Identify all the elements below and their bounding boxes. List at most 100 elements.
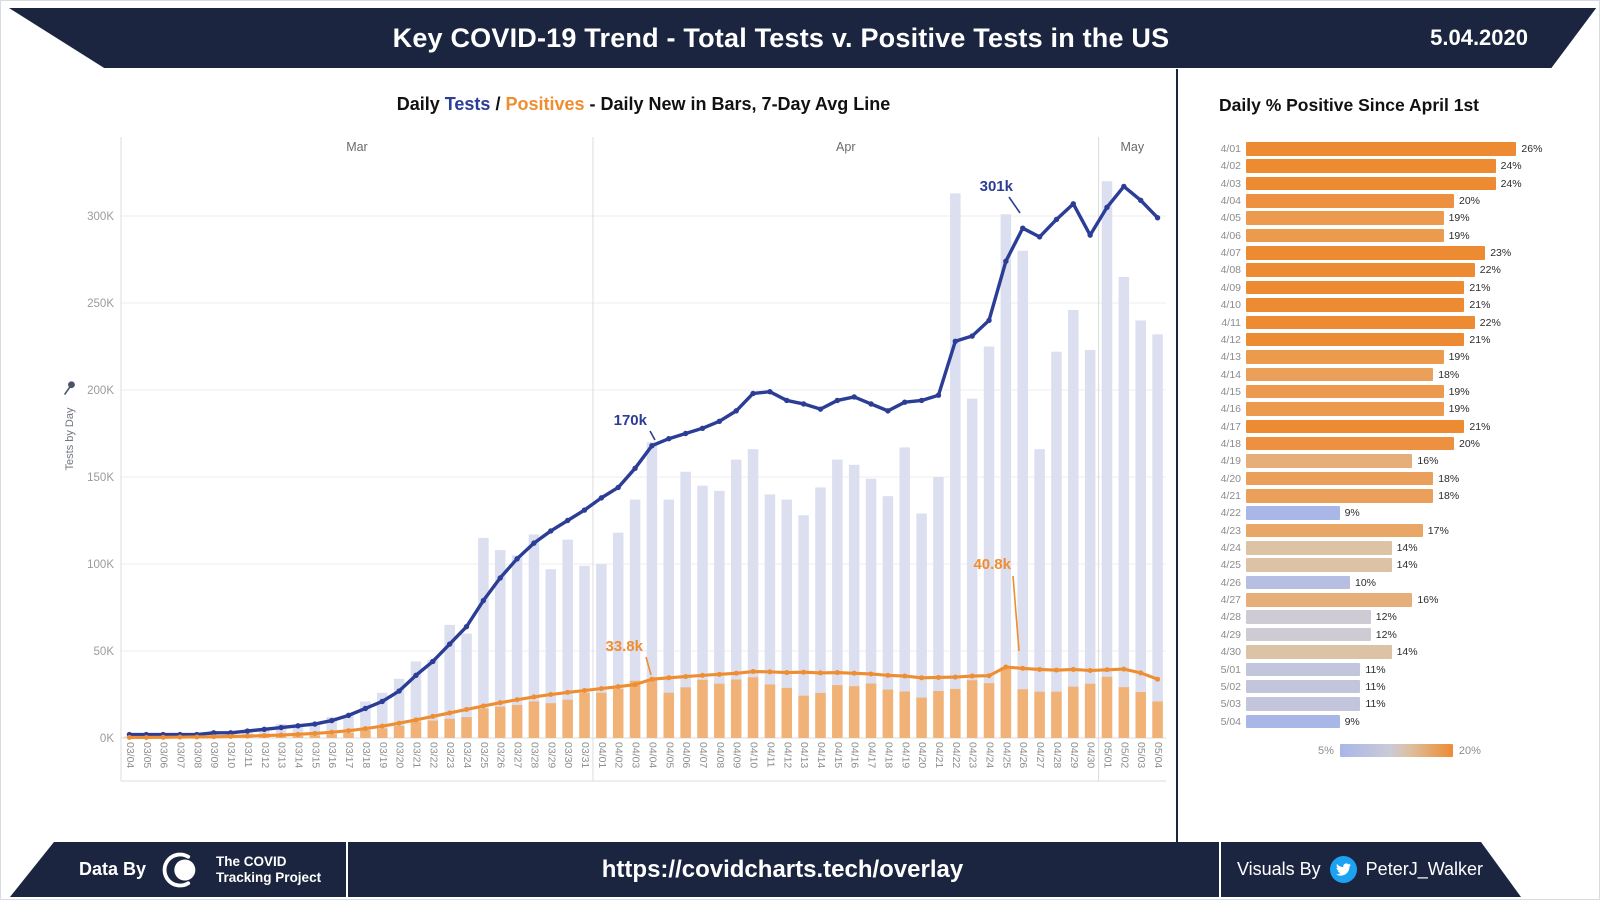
twitter-handle[interactable]: PeterJ_Walker (1365, 859, 1484, 879)
positivity-date-label: 4/06 (1220, 229, 1241, 242)
positivity-bar (1246, 332, 1465, 347)
positivity-date-label: 4/24 (1220, 542, 1241, 555)
positivity-date-label: 5/01 (1220, 663, 1241, 676)
positivity-legend: 5% 20% (1318, 744, 1481, 757)
positivity-row: 4/08 22% (1177, 263, 1599, 277)
positivity-date-label: 4/14 (1220, 368, 1241, 381)
x-tick-label: 03/10 (225, 742, 237, 768)
site-url[interactable]: https://covidcharts.tech/overlay (601, 855, 964, 883)
data-by-label: Data By (79, 859, 147, 879)
x-tick-label: 03/30 (562, 742, 574, 768)
positivity-value-label: 26% (1521, 143, 1543, 155)
subtitle-part: Daily (396, 94, 445, 114)
positivity-bar (1246, 298, 1465, 312)
positives-bars (124, 667, 1163, 739)
header-banner: Key COVID-19 Trend - Total Tests v. Posi… (9, 8, 1597, 68)
positivity-row: 4/25 14% (1177, 558, 1599, 572)
positivity-date-label: 4/11 (1221, 316, 1241, 329)
month-label: Mar (346, 140, 368, 154)
covid-tracking-project-name: The COVID Tracking Project (216, 854, 321, 885)
x-tick-label: 04/10 (748, 742, 760, 768)
visuals-by-label: Visuals By (1236, 859, 1321, 879)
positivity-value-label: 19% (1448, 403, 1470, 416)
x-tick-label: 03/29 (545, 742, 557, 768)
x-tick-label: 04/03 (630, 742, 642, 768)
x-tick-label: 03/14 (292, 742, 304, 768)
positivity-value-label: 23% (1490, 247, 1512, 260)
positivity-value-label: 10% (1355, 576, 1377, 589)
x-tick-label: 04/07 (697, 742, 709, 768)
x-tick-label: 03/21 (410, 742, 422, 768)
x-tick-label: 03/06 (158, 742, 170, 768)
chart-subtitle: Daily Tests / Positives - Daily New in B… (121, 94, 1166, 115)
positivity-row: 4/11 22% (1177, 315, 1599, 330)
positivity-date-label: 4/22 (1220, 507, 1241, 520)
x-tick-label: 04/23 (967, 742, 979, 768)
positivity-row: 4/01 26% (1177, 142, 1599, 156)
positivity-bar (1246, 489, 1434, 503)
positivity-row: 5/02 11% (1177, 679, 1599, 694)
positivity-bar (1246, 506, 1340, 520)
x-tick-label: 03/31 (579, 742, 591, 768)
subtitle-part: - Daily New in Bars, 7-Day Avg Line (584, 94, 891, 114)
positivity-bar (1246, 697, 1361, 711)
month-label: May (1120, 140, 1144, 154)
x-tick-label: 04/02 (613, 742, 625, 768)
twitter-icon[interactable] (1329, 856, 1357, 883)
positivity-row: 4/03 24% (1177, 176, 1599, 191)
x-tick-label: 04/15 (832, 742, 844, 768)
positivity-bar (1246, 211, 1444, 225)
positivity-value-label: 12% (1375, 628, 1397, 641)
positivity-panel: Daily % Positive Since April 1st 4/01 26%… (1177, 1, 1599, 899)
x-tick-label: 04/26 (1017, 742, 1029, 768)
y-axis-title: Tests by Day (63, 381, 76, 470)
positivity-value-label: 9% (1344, 507, 1360, 520)
footer-banner: Data By The COVID Tracking Project https… (9, 842, 1521, 897)
annotation-33.8k: 33.8k (605, 638, 643, 655)
positivity-row: 4/28 12% (1177, 610, 1599, 624)
x-tick-label: 04/11 (764, 742, 776, 768)
positivity-value-label: 18% (1438, 472, 1460, 485)
positivity-value-label: 24% (1500, 177, 1522, 190)
panel-divider (1176, 69, 1178, 842)
positivity-date-label: 4/12 (1220, 333, 1241, 346)
positivity-date-label: 4/20 (1220, 472, 1241, 485)
x-tick-label: 04/05 (663, 742, 675, 768)
positivity-value-label: 20% (1459, 437, 1481, 450)
positivity-date-label: 4/01 (1220, 143, 1241, 155)
positivity-value-label: 11% (1365, 680, 1386, 693)
positivity-row: 4/23 17% (1177, 523, 1599, 538)
positivity-row: 4/13 19% (1177, 350, 1599, 364)
x-tick-label: 03/22 (427, 742, 439, 768)
x-tick-label: 03/28 (528, 742, 540, 768)
positivity-row: 5/03 11% (1177, 697, 1599, 711)
x-axis-labels: 03/04 03/05 03/06 03/07 03/08 03/09 03/10 03/11… (124, 742, 1164, 768)
positivity-bar (1246, 350, 1444, 364)
x-tick-label: 03/18 (360, 742, 372, 768)
positivity-date-label: 4/21 (1220, 490, 1241, 502)
positivity-date-label: 4/08 (1220, 264, 1241, 277)
positivity-value-label: 14% (1396, 646, 1418, 659)
positivity-date-label: 5/03 (1220, 698, 1241, 711)
annotation-40.8k: 40.8k (973, 556, 1011, 573)
pin-icon (63, 381, 75, 396)
logo-line-2: Tracking Project (216, 869, 322, 885)
positivity-value-label: 21% (1469, 333, 1491, 346)
data-source-credit: Data By The COVID Tracking Project (79, 842, 321, 897)
positivity-bar (1246, 194, 1454, 208)
logo-line-1: The COVID (216, 853, 287, 869)
positivity-date-label: 4/05 (1220, 212, 1241, 225)
x-tick-label: 05/03 (1135, 742, 1147, 768)
positivity-row: 4/29 12% (1177, 627, 1599, 642)
positivity-bar (1246, 610, 1371, 624)
positivity-row: 4/22 9% (1177, 506, 1599, 520)
positivity-bar (1246, 627, 1371, 642)
x-tick-label: 04/29 (1068, 742, 1080, 768)
positivity-bar (1246, 246, 1486, 260)
x-tick-label: 04/28 (1051, 742, 1063, 768)
positivity-date-label: 4/18 (1220, 437, 1241, 450)
positivity-date-label: 4/19 (1220, 455, 1241, 468)
positivity-row: 4/24 14% (1177, 541, 1599, 555)
y-tick-label: 150K (87, 472, 114, 484)
positivity-date-label: 4/15 (1220, 385, 1241, 398)
